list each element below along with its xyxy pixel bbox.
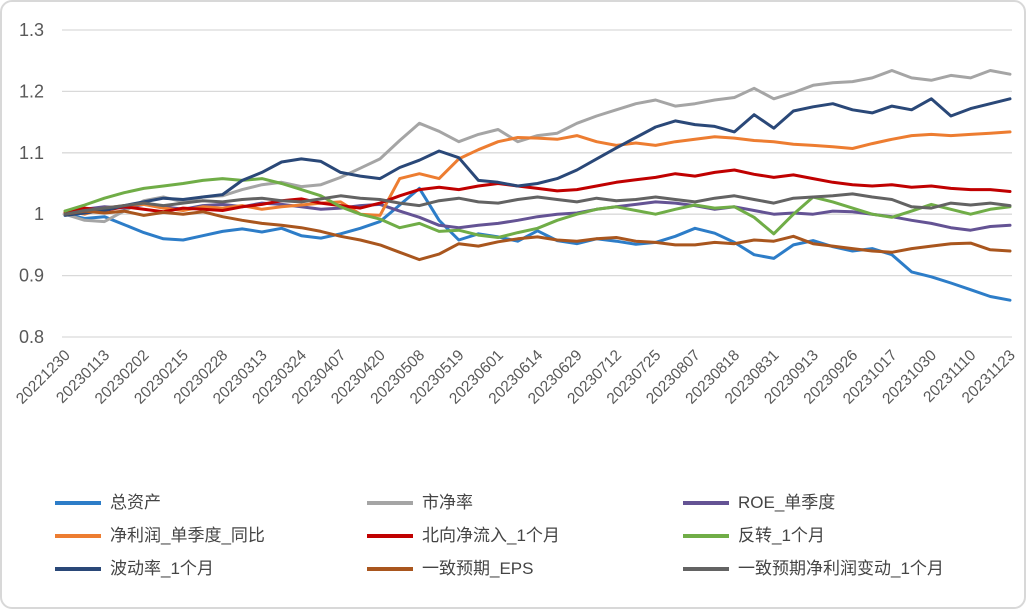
legend-label-5: 反转_1个月	[738, 526, 825, 545]
series-line-6	[63, 97, 1012, 217]
legend-swatch-5	[683, 534, 729, 538]
y-axis-tick-label: 1	[34, 204, 44, 224]
y-axis-tick-label: 1.3	[19, 20, 44, 40]
y-axis-tick-label: 1.2	[19, 81, 44, 101]
legend-label-7: 一致预期_EPS	[422, 559, 534, 578]
legend-item-4: 北向净流入_1个月	[367, 525, 560, 547]
legend-item-1: 市净率	[367, 492, 473, 514]
series-line-8	[63, 192, 1012, 216]
legend-label-4: 北向净流入_1个月	[422, 526, 560, 545]
legend-label-6: 波动率_1个月	[110, 559, 214, 578]
legend-swatch-0	[55, 501, 101, 505]
legend-label-8: 一致预期净利润变动_1个月	[738, 559, 944, 578]
legend-item-2: ROE_单季度	[683, 492, 835, 514]
series-line-7	[63, 209, 1012, 262]
legend-swatch-4	[367, 534, 413, 538]
series-line-4	[63, 168, 1012, 215]
legend-swatch-2	[683, 501, 729, 505]
legend-item-6: 波动率_1个月	[55, 558, 214, 580]
y-axis-tick-label: 0.9	[19, 266, 44, 286]
series-line-5	[63, 177, 1012, 239]
legend-swatch-3	[55, 534, 101, 538]
legend-swatch-7	[367, 567, 413, 571]
legend-swatch-1	[367, 501, 413, 505]
legend-item-5: 反转_1个月	[683, 525, 825, 547]
legend-item-3: 净利润_单季度_同比	[55, 525, 265, 547]
legend-label-3: 净利润_单季度_同比	[110, 526, 265, 545]
legend-label-2: ROE_单季度	[738, 493, 836, 512]
legend-item-0: 总资产	[55, 492, 161, 514]
legend-swatch-8	[683, 567, 729, 571]
legend-item-7: 一致预期_EPS	[367, 558, 533, 580]
legend-swatch-6	[55, 567, 101, 571]
y-axis-tick-label: 1.1	[19, 143, 44, 163]
legend-label-0: 总资产	[110, 493, 161, 512]
legend-item-8: 一致预期净利润变动_1个月	[683, 558, 944, 580]
series-line-2	[63, 200, 1012, 232]
series-line-0	[63, 186, 1012, 302]
y-axis-tick-label: 0.8	[19, 327, 44, 347]
legend-label-1: 市净率	[422, 493, 473, 512]
series-line-3	[63, 130, 1012, 217]
chart-legend: 总资产 市净率 ROE_单季度净利润_单季度_同比 北向净流入_1个月 反转_1个月波动…	[0, 0, 1026, 578]
